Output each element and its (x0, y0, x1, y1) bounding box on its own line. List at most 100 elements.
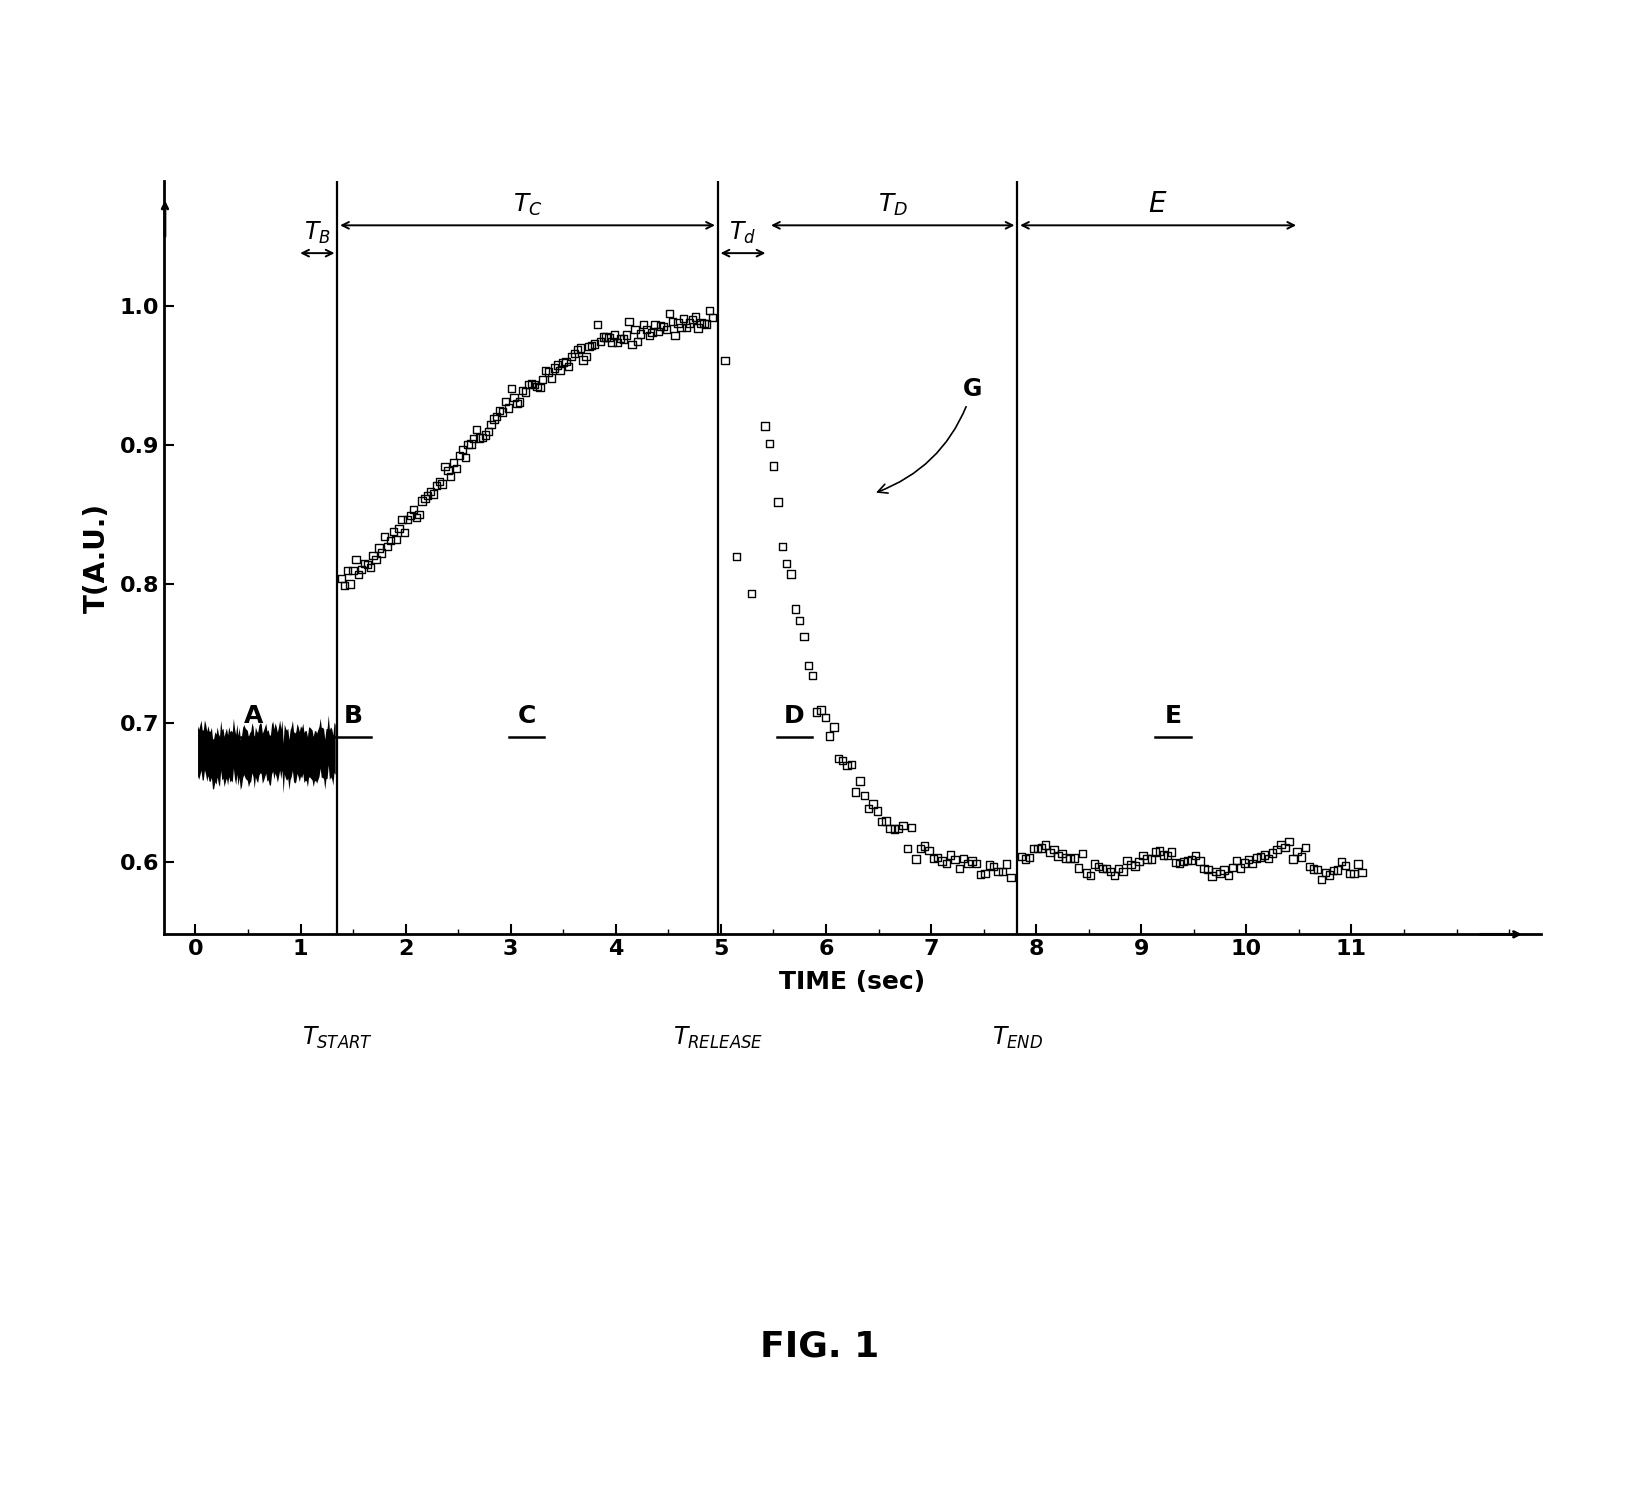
Point (506, 390, 533, 414)
Point (1264, 838, 1290, 862)
Point (457, 433, 484, 457)
Point (842, 781, 869, 805)
Point (502, 386, 528, 410)
Point (349, 558, 375, 582)
Point (521, 372, 547, 396)
Point (787, 609, 813, 633)
Point (647, 313, 674, 338)
Point (1115, 848, 1141, 873)
Point (339, 559, 365, 583)
Point (467, 426, 493, 451)
Point (1211, 857, 1237, 882)
Point (882, 817, 908, 841)
Point (682, 304, 708, 329)
Point (433, 454, 459, 478)
Point (633, 318, 659, 342)
Point (1316, 864, 1342, 888)
Point (628, 322, 654, 347)
Point (1236, 847, 1262, 871)
Point (510, 378, 536, 402)
Point (693, 312, 720, 336)
Point (441, 451, 467, 475)
Point (821, 714, 847, 738)
Point (406, 502, 433, 526)
Point (662, 324, 688, 348)
Point (1269, 832, 1295, 856)
Point (1321, 859, 1347, 883)
Point (384, 527, 410, 552)
Point (790, 624, 816, 648)
Text: A: A (244, 704, 262, 728)
Point (490, 399, 516, 423)
Point (951, 847, 977, 871)
Text: E: E (1164, 704, 1182, 728)
Point (929, 848, 956, 873)
Point (582, 332, 608, 356)
Point (380, 520, 406, 544)
Text: FIG. 1: FIG. 1 (760, 1329, 879, 1364)
Text: $T_{RELEASE}$: $T_{RELEASE}$ (672, 1025, 762, 1050)
Point (536, 360, 562, 384)
Point (423, 473, 449, 497)
Point (1085, 854, 1111, 879)
Point (479, 413, 505, 437)
Point (1231, 851, 1257, 876)
Point (449, 437, 475, 461)
Point (1170, 850, 1196, 874)
Point (782, 597, 808, 621)
Point (924, 845, 951, 870)
Point (556, 354, 582, 378)
Text: B: B (344, 704, 362, 728)
Point (369, 541, 395, 565)
Point (972, 862, 998, 886)
Text: $E$: $E$ (1149, 190, 1169, 219)
Point (1110, 859, 1136, 883)
Text: D: D (783, 704, 805, 728)
Point (631, 313, 657, 338)
Point (392, 520, 418, 544)
Point (513, 380, 539, 404)
Point (613, 322, 639, 347)
Point (1308, 868, 1334, 892)
Point (738, 582, 764, 606)
Point (800, 663, 826, 687)
Point (372, 524, 398, 549)
Point (942, 847, 969, 871)
Point (1349, 860, 1375, 885)
Point (559, 345, 585, 369)
Point (1159, 839, 1185, 864)
Point (723, 544, 749, 568)
Text: $T_{END}$: $T_{END}$ (992, 1025, 1042, 1050)
Point (624, 329, 651, 353)
Text: $T_C$: $T_C$ (513, 193, 543, 219)
Point (872, 809, 898, 833)
Point (654, 318, 680, 342)
Point (426, 470, 452, 494)
Point (1203, 859, 1229, 883)
Point (1275, 829, 1301, 853)
Point (529, 368, 556, 392)
Point (585, 312, 611, 336)
Point (752, 414, 779, 439)
Point (665, 310, 692, 335)
Point (1082, 851, 1108, 876)
Point (400, 497, 426, 521)
Point (579, 333, 605, 357)
Point (711, 348, 738, 372)
Point (1106, 856, 1133, 880)
Point (418, 479, 444, 503)
Point (998, 865, 1024, 889)
Point (495, 396, 521, 420)
Point (1219, 856, 1246, 880)
Point (834, 754, 860, 778)
Point (1192, 856, 1218, 880)
Point (388, 508, 415, 532)
Y-axis label: T(A.U.): T(A.U.) (84, 502, 111, 613)
Point (864, 799, 890, 823)
Point (1098, 859, 1124, 883)
Point (484, 404, 510, 428)
Point (408, 488, 434, 512)
Point (331, 574, 357, 598)
Point (760, 454, 787, 478)
Point (1280, 847, 1306, 871)
